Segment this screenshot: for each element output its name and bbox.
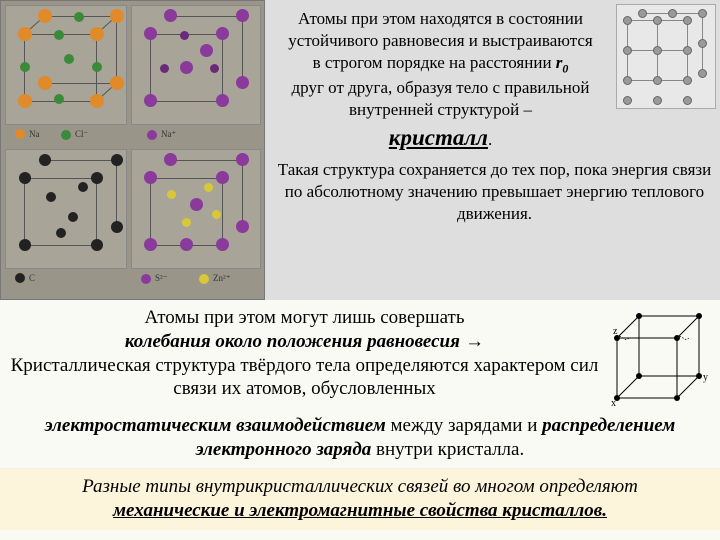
legend-label: Zn²⁺ [213, 273, 230, 284]
kristall-word: кристалл [389, 125, 488, 150]
arrow-icon: → [460, 331, 484, 352]
p4-b: между зарядами и [386, 415, 542, 436]
axis-x-label: x [611, 398, 616, 408]
para1-a: Атомы при этом находятся в состоянии уст… [288, 9, 592, 50]
legend-label: Na [29, 129, 40, 139]
legend-label: Na⁺ [161, 129, 176, 140]
legend-label: C [29, 273, 35, 283]
bottom-text-2: Разные типы внутрикристаллических связей… [0, 468, 720, 530]
p5-a: Разные типы внутрикристаллических связей… [82, 476, 638, 497]
p4-a: электростатическим взаимодействием [45, 415, 386, 436]
para3-c: Кристаллическая структура твёрдого тела … [11, 355, 599, 400]
wireframe-cube-diagram: x y z [607, 308, 712, 408]
para1-c: друг от друга, образуя тело с правильной… [292, 78, 590, 119]
axis-y-label: y [703, 372, 708, 383]
mid-section: Атомы при этом могут лишь совершать коле… [0, 300, 720, 412]
para1-b: в строгом порядке на расстоянии [313, 53, 556, 72]
legend-label: S²⁻ [155, 273, 167, 284]
para3-b: колебания около положения равновесия [125, 331, 460, 352]
p5-b: механические и электромагнитные свойства… [113, 500, 607, 521]
para2: Такая структура сохраняется до тех пор, … [278, 160, 711, 223]
gray-lattice-diagram [616, 4, 716, 109]
crystal-structures-panel: Na Cl⁻ Na⁺ [0, 0, 265, 300]
bottom-text-1: электростатическим взаимодействием между… [0, 412, 720, 468]
legend-label: Cl⁻ [75, 129, 88, 140]
para3-a: Атомы при этом могут лишь совершать [144, 307, 464, 328]
top-text-block: Атомы при этом находятся в состоянии уст… [265, 0, 720, 300]
axis-z-label: z [613, 326, 618, 337]
p4-d: внутри кристалла. [371, 439, 524, 460]
